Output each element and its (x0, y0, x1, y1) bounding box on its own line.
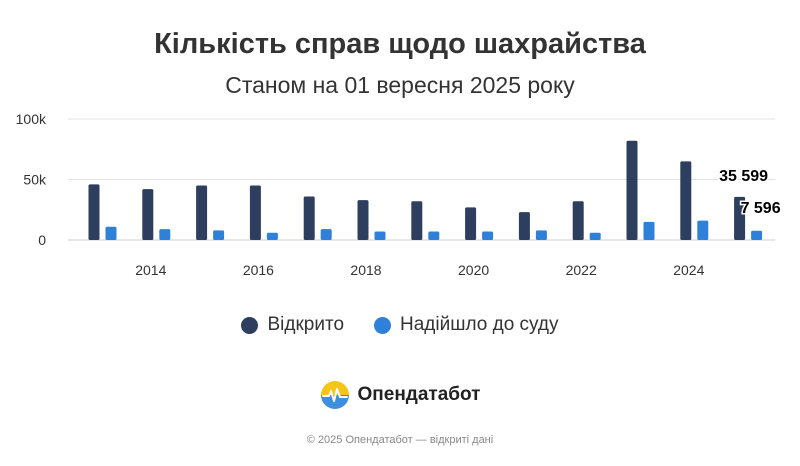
data-label: 7 596 (741, 200, 781, 217)
bar-to-court (535, 230, 547, 240)
bar-opened (518, 212, 530, 240)
footer-copyright: © 2025 Опендатабот — відкриті дані (306, 434, 494, 446)
bar-to-court (159, 229, 171, 240)
brand-name: Опендатабот (357, 384, 481, 405)
bar-to-court (428, 231, 440, 240)
legend-marker-opened (241, 316, 259, 334)
x-tick-label: 2016 (243, 262, 274, 278)
bar-opened (572, 201, 584, 240)
brand[interactable]: Опендатабот (0, 380, 800, 410)
bar-opened (88, 184, 100, 240)
bar-opened (249, 185, 261, 240)
legend-item-to-court[interactable]: Надійшло до суду (374, 314, 559, 336)
bar-opened (680, 161, 692, 240)
bar-opened (734, 196, 746, 240)
bar-to-court (374, 231, 386, 240)
bar-chart: 0 50k 100k 2014 2016 2018 2020 2022 2024 35 599 7 … (16, 111, 783, 278)
legend-label-opened: Відкрито (267, 314, 345, 335)
bar-opened (357, 200, 369, 240)
legend-label-to-court: Надійшло до суду (400, 314, 559, 335)
x-tick-label: 2018 (350, 262, 381, 278)
legend-marker-to-court (374, 316, 392, 334)
bar-opened (411, 201, 423, 240)
bar-to-court (589, 232, 601, 240)
y-tick-label: 0 (38, 232, 46, 248)
chart-legend: Відкрито Надійшло до суду (0, 314, 800, 336)
x-tick-label: 2024 (673, 262, 704, 278)
data-label: 35 599 (719, 168, 768, 185)
bar-to-court (105, 226, 117, 240)
bar-to-court (751, 230, 763, 240)
bar-to-court (482, 231, 494, 240)
bar-to-court (213, 230, 225, 240)
chart-title: Кількість справ щодо шахрайства (154, 28, 646, 60)
bar-opened (196, 185, 208, 240)
bar-opened (465, 207, 477, 240)
bar-opened (626, 140, 638, 240)
bar-to-court (697, 220, 709, 240)
bar-opened (142, 189, 154, 240)
bar-to-court (320, 229, 332, 240)
opendatabot-logo-icon (320, 381, 349, 409)
x-tick-label: 2020 (458, 262, 489, 278)
y-tick-label: 50k (23, 172, 47, 188)
chart-subtitle: Станом на 01 вересня 2025 року (225, 72, 575, 98)
bar-opened (303, 196, 315, 240)
bar-to-court (266, 232, 278, 240)
x-tick-label: 2022 (566, 262, 597, 278)
y-tick-label: 100k (16, 111, 47, 127)
x-tick-label: 2014 (135, 262, 166, 278)
legend-item-opened[interactable]: Відкрито (241, 314, 344, 336)
bar-to-court (643, 221, 655, 240)
